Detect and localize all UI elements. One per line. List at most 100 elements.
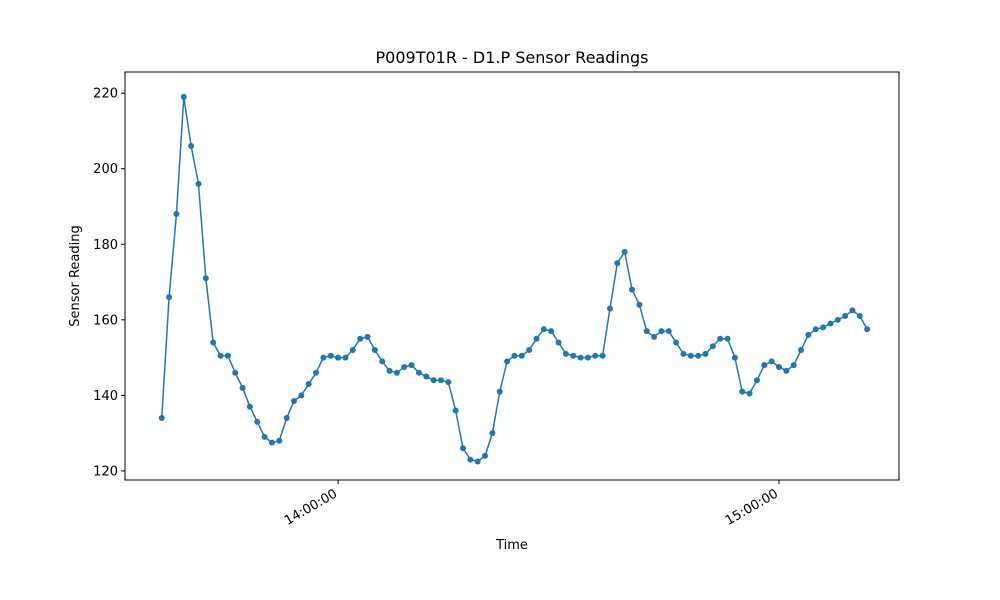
- point: [606, 305, 613, 312]
- point: [562, 350, 569, 357]
- point: [437, 377, 444, 384]
- point: [474, 458, 481, 465]
- chart-title: P009T01R - D1.P Sensor Readings: [376, 48, 649, 67]
- point: [842, 313, 849, 320]
- point: [856, 313, 863, 320]
- point: [864, 326, 871, 333]
- y-tick-label: 160: [93, 313, 118, 328]
- point: [232, 369, 239, 376]
- point: [291, 398, 298, 405]
- point: [533, 335, 540, 342]
- point: [709, 343, 716, 350]
- point: [482, 452, 489, 459]
- point: [658, 328, 665, 335]
- point: [614, 260, 621, 267]
- point: [673, 339, 680, 346]
- point: [342, 354, 349, 361]
- point: [261, 433, 268, 440]
- point: [445, 379, 452, 386]
- point: [357, 335, 364, 342]
- point: [812, 326, 819, 333]
- point: [584, 354, 591, 361]
- point: [401, 364, 408, 371]
- point: [599, 352, 606, 359]
- point: [680, 350, 687, 357]
- point: [746, 390, 753, 397]
- point: [621, 248, 628, 255]
- point: [408, 362, 415, 369]
- point: [753, 377, 760, 384]
- point: [717, 335, 724, 342]
- point: [305, 381, 312, 388]
- point: [687, 352, 694, 359]
- y-axis-label: Sensor Reading: [68, 225, 83, 326]
- point: [834, 316, 841, 323]
- point: [166, 294, 173, 301]
- x-axis-label: Time: [495, 538, 528, 553]
- point: [195, 180, 202, 187]
- point: [496, 388, 503, 395]
- point: [489, 430, 496, 437]
- point: [592, 352, 599, 359]
- y-tick-label: 220: [93, 87, 118, 102]
- point: [570, 352, 577, 359]
- y-tick-label: 140: [93, 389, 118, 404]
- point: [849, 307, 856, 314]
- point: [511, 352, 518, 359]
- point: [386, 367, 393, 374]
- point: [540, 326, 547, 333]
- point: [320, 354, 327, 361]
- point: [158, 415, 165, 422]
- point: [629, 286, 636, 293]
- point: [805, 331, 812, 338]
- point: [268, 439, 275, 446]
- point: [313, 369, 320, 376]
- point: [298, 392, 305, 399]
- point: [335, 354, 342, 361]
- point: [467, 456, 474, 463]
- point: [283, 415, 290, 422]
- point: [636, 301, 643, 308]
- point: [239, 384, 246, 391]
- point: [731, 354, 738, 361]
- point: [761, 362, 768, 369]
- point: [327, 352, 334, 359]
- point: [246, 403, 253, 410]
- point: [393, 369, 400, 376]
- point: [790, 362, 797, 369]
- point: [224, 352, 231, 359]
- point: [276, 437, 283, 444]
- point: [379, 358, 386, 365]
- point: [254, 418, 261, 425]
- point: [555, 339, 562, 346]
- point: [827, 320, 834, 327]
- point: [364, 333, 371, 340]
- point: [702, 350, 709, 357]
- point: [783, 367, 790, 374]
- point: [768, 358, 775, 365]
- y-tick-label: 200: [93, 162, 118, 177]
- point: [651, 333, 658, 340]
- y-tick-label: 120: [93, 464, 118, 479]
- point: [217, 352, 224, 359]
- point: [695, 352, 702, 359]
- point: [526, 347, 533, 354]
- point: [820, 324, 827, 331]
- point: [739, 388, 746, 395]
- point: [665, 328, 672, 335]
- point: [349, 347, 356, 354]
- point: [202, 275, 209, 282]
- point: [548, 328, 555, 335]
- point: [371, 347, 378, 354]
- point: [423, 373, 430, 380]
- point: [798, 347, 805, 354]
- point: [188, 143, 195, 150]
- point: [775, 364, 782, 371]
- point: [430, 377, 437, 384]
- point: [415, 369, 422, 376]
- point: [173, 211, 180, 218]
- point: [180, 93, 187, 100]
- point: [210, 339, 217, 346]
- point: [452, 407, 459, 414]
